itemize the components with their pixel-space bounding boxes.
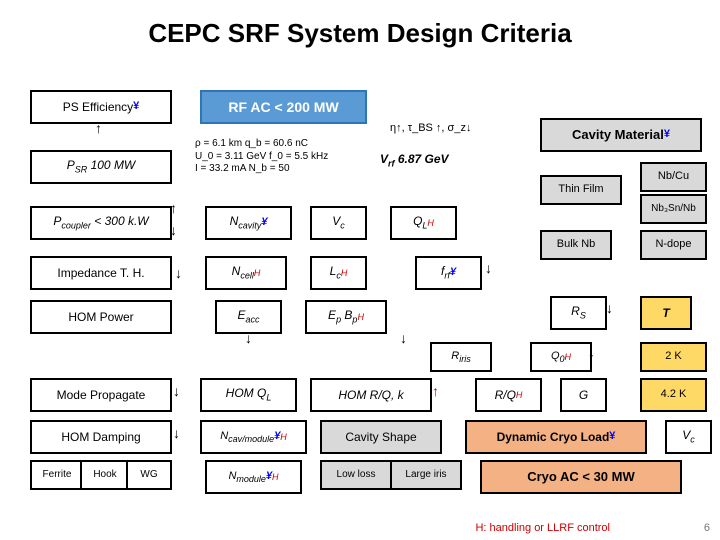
box-hom-power: HOM Power	[30, 300, 172, 334]
box-hom-ql: HOM QL	[200, 378, 297, 412]
box-vc2: Vc	[665, 420, 712, 454]
box-rf-ac: RF AC < 200 MW	[200, 90, 367, 124]
page-number: 6	[704, 522, 710, 534]
box-lc: LcH	[310, 256, 367, 290]
box-eacc: Eacc	[215, 300, 282, 334]
box-ncavmod: Ncav/module¥H	[200, 420, 307, 454]
box-frf: frf¥	[415, 256, 482, 290]
box-cavity-mat: Cavity Material¥	[540, 118, 702, 152]
box-q0: Q0H	[530, 342, 592, 372]
label-params: ρ = 6.1 km q_b = 60.6 nC U_0 = 3.11 GeV …	[195, 138, 375, 176]
box-riris: Riris	[430, 342, 492, 372]
label-vrf: Vrf 6.87 GeV	[380, 152, 449, 168]
box-epbp: Ep BpH	[305, 300, 387, 334]
box-mode-prop: Mode Propagate	[30, 378, 172, 412]
box-hom-damp: HOM Damping	[30, 420, 172, 454]
box-nmod: Nmodule¥H	[205, 460, 302, 494]
box-wg: WG	[126, 460, 172, 490]
box-rs: RS	[550, 296, 607, 330]
box-nbcu: Nb/Cu	[640, 162, 707, 192]
box-nb3sn: Nb₃Sn/Nb	[640, 194, 707, 224]
box-thin-film: Thin Film	[540, 175, 622, 205]
legend-text: H: handling or LLRF control	[475, 522, 610, 534]
box-ncav: Ncavity¥	[205, 206, 292, 240]
box-dyn-cryo: Dynamic Cryo Load¥	[465, 420, 647, 454]
box-impedance: Impedance T. H.	[30, 256, 172, 290]
box-hom-rq: HOM R/Q, k	[310, 378, 432, 412]
label-eta: η↑, τ_BS ↑, σ_z↓	[390, 122, 471, 134]
box-cav-shape: Cavity Shape	[320, 420, 442, 454]
box-largeiris: Large iris	[390, 460, 462, 490]
box-2k: 2 K	[640, 342, 707, 372]
box-rq: R/QH	[475, 378, 542, 412]
box-vc: Vc	[310, 206, 367, 240]
box-hook: Hook	[80, 460, 130, 490]
box-t: T	[640, 296, 692, 330]
box-g: G	[560, 378, 607, 412]
box-ferrite: Ferrite	[30, 460, 84, 490]
box-ncell: NcellH	[205, 256, 287, 290]
box-lowloss: Low loss	[320, 460, 392, 490]
box-pcoupler: Pcoupler < 300 k.W	[30, 206, 172, 240]
box-bulk-nb: Bulk Nb	[540, 230, 612, 260]
box-ndope: N-dope	[640, 230, 707, 260]
box-cryo-ac: Cryo AC < 30 MW	[480, 460, 682, 494]
box-ps-eff: PS Efficiency¥	[30, 90, 172, 124]
box-ql: QLH	[390, 206, 457, 240]
box-psr: PSR 100 MW	[30, 150, 172, 184]
page-title: CEPC SRF System Design Criteria	[0, 0, 720, 49]
box-42k: 4.2 K	[640, 378, 707, 412]
